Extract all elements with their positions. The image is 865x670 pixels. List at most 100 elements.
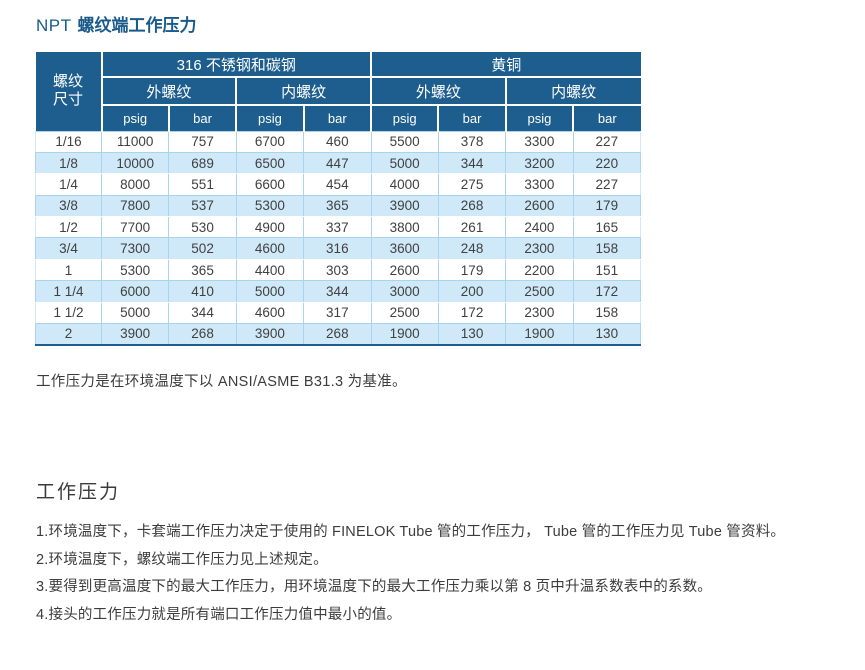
pressure-value-cell: 4400 — [235, 258, 305, 282]
pressure-value-cell: 172 — [437, 301, 507, 325]
pressure-value-cell: 365 — [168, 258, 237, 282]
pressure-value-cell: 2600 — [370, 258, 439, 282]
pressure-value-cell: 1900 — [370, 323, 439, 346]
pressure-table: 螺纹 尺寸 316 不锈钢和碳钢 黄铜 外螺纹 内螺纹 外螺纹 内螺纹 psig… — [35, 52, 642, 346]
pressure-value-cell: 2500 — [505, 280, 574, 303]
pressure-value-cell: 5300 — [235, 194, 305, 218]
pressure-value-cell: 227 — [572, 130, 642, 153]
table-row: 3/8 7800 537 5300 365 3900 268 2600 179 — [35, 194, 642, 218]
thread-size-cell: 1 — [35, 258, 102, 282]
pressure-value-cell: 4600 — [235, 237, 305, 260]
header-row-units: psig bar psig bar psig bar psig bar — [36, 104, 641, 131]
table-row: 1 5300 365 4400 303 2600 179 2200 151 — [35, 258, 642, 282]
thread-size-cell: 1/16 — [35, 130, 102, 153]
pressure-value-cell: 689 — [168, 151, 237, 175]
table-row: 1/4 8000 551 6600 454 4000 275 3300 227 — [35, 173, 642, 196]
pressure-value-cell: 172 — [572, 280, 642, 303]
table-row: 1 1/2 5000 344 4600 317 2500 172 2300 158 — [35, 301, 642, 325]
table-row: 2 3900 268 3900 268 1900 130 1900 130 — [35, 323, 642, 346]
thread-size-cell: 3/8 — [35, 194, 102, 218]
pressure-value-cell: 220 — [572, 151, 642, 175]
pressure-value-cell: 2300 — [505, 237, 574, 260]
unit-header-psig: psig — [235, 104, 305, 131]
pressure-value-cell: 3800 — [370, 216, 439, 239]
pressure-value-cell: 502 — [168, 237, 237, 260]
pressure-value-cell: 551 — [168, 173, 237, 196]
pressure-value-cell: 2600 — [505, 194, 574, 218]
list-item: 3.要得到更高温度下的最大工作压力，用环境温度下的最大工作压力乘以第 8 页中升… — [36, 579, 713, 595]
pressure-value-cell: 10000 — [100, 151, 170, 175]
header-row-material: 螺纹 尺寸 316 不锈钢和碳钢 黄铜 — [35, 52, 641, 131]
page-title: NPT 螺纹端工作压力 — [36, 11, 197, 36]
table-row: 1 1/4 6000 410 5000 344 3000 200 2500 172 — [35, 280, 642, 303]
pressure-value-cell: 460 — [303, 130, 372, 153]
pressure-value-cell: 5000 — [235, 280, 305, 303]
pressure-value-cell: 130 — [437, 323, 507, 346]
pressure-value-cell: 2400 — [505, 216, 574, 239]
page-title-main: 螺纹端工作压力 — [77, 16, 197, 35]
pressure-value-cell: 344 — [168, 301, 237, 325]
pressure-value-cell: 4900 — [235, 216, 305, 239]
pressure-value-cell: 365 — [303, 194, 372, 218]
subgroup-header-external: 外螺纹 — [370, 76, 507, 106]
pressure-value-cell: 3900 — [235, 323, 305, 346]
pressure-value-cell: 7300 — [100, 237, 170, 260]
pressure-value-cell: 410 — [168, 280, 237, 303]
pressure-value-cell: 3200 — [505, 151, 574, 175]
unit-header-bar: bar — [572, 104, 641, 131]
subgroup-header-internal: 内螺纹 — [504, 76, 641, 106]
pressure-value-cell: 6600 — [235, 173, 305, 196]
pressure-value-cell: 248 — [437, 237, 507, 260]
unit-header-psig: psig — [369, 104, 440, 131]
pressure-value-cell: 537 — [168, 194, 237, 218]
unit-header-bar: bar — [437, 104, 507, 131]
pressure-value-cell: 7700 — [100, 216, 170, 239]
pressure-value-cell: 303 — [303, 258, 372, 282]
pressure-value-cell: 6000 — [100, 280, 170, 303]
table-note: 工作压力是在环境温度下以 ANSI/ASME B31.3 为基准。 — [36, 374, 407, 390]
page-title-prefix: NPT — [36, 16, 72, 35]
table-row: 1/16 11000 757 6700 460 5500 378 3300 227 — [35, 130, 642, 153]
thread-size-cell: 1/8 — [35, 151, 102, 175]
thread-size-cell: 1/2 — [35, 216, 102, 239]
pressure-value-cell: 227 — [572, 173, 642, 196]
pressure-value-cell: 5500 — [370, 130, 439, 153]
pressure-value-cell: 130 — [572, 323, 642, 346]
thread-size-cell: 3/4 — [35, 237, 102, 260]
thread-size-cell: 1/4 — [35, 173, 102, 196]
pressure-value-cell: 179 — [437, 258, 507, 282]
group-header-brass: 黄铜 — [370, 52, 641, 78]
pressure-value-cell: 2300 — [505, 301, 574, 325]
pressure-value-cell: 378 — [437, 130, 507, 153]
thread-size-cell: 2 — [35, 323, 102, 346]
pressure-value-cell: 3900 — [370, 194, 439, 218]
pressure-value-cell: 3300 — [505, 130, 574, 153]
pressure-value-cell: 261 — [437, 216, 507, 239]
thread-size-cell: 1 1/4 — [35, 280, 102, 303]
pressure-value-cell: 268 — [303, 323, 372, 346]
pressure-value-cell: 757 — [168, 130, 237, 153]
subgroup-header-internal: 内螺纹 — [235, 76, 372, 106]
pressure-value-cell: 6500 — [235, 151, 305, 175]
pressure-value-cell: 4600 — [235, 301, 305, 325]
pressure-value-cell: 8000 — [100, 173, 170, 196]
pressure-value-cell: 1900 — [505, 323, 574, 346]
pressure-value-cell: 344 — [437, 151, 507, 175]
table-row: 3/4 7300 502 4600 316 3600 248 2300 158 — [35, 237, 642, 260]
pressure-value-cell: 3000 — [370, 280, 439, 303]
unit-header-psig: psig — [101, 104, 170, 131]
table-row: 1/8 10000 689 6500 447 5000 344 3200 220 — [35, 151, 642, 175]
thread-size-cell: 1 1/2 — [35, 301, 102, 325]
pressure-value-cell: 275 — [437, 173, 507, 196]
pressure-value-cell: 11000 — [100, 130, 170, 153]
pressure-value-cell: 316 — [303, 237, 372, 260]
pressure-table-header: 螺纹 尺寸 316 不锈钢和碳钢 黄铜 外螺纹 内螺纹 外螺纹 内螺纹 psig… — [35, 52, 641, 131]
unit-header-bar: bar — [302, 104, 373, 131]
unit-header-psig: psig — [504, 104, 575, 131]
list-item: 1.环境温度下，卡套端工作压力决定于使用的 FINELOK Tube 管的工作压… — [36, 524, 786, 540]
pressure-value-cell: 268 — [168, 323, 237, 346]
notes-list: 1.环境温度下，卡套端工作压力决定于使用的 FINELOK Tube 管的工作压… — [36, 519, 861, 629]
pressure-value-cell: 7800 — [100, 194, 170, 218]
pressure-value-cell: 5300 — [100, 258, 170, 282]
pressure-value-cell: 337 — [303, 216, 372, 239]
